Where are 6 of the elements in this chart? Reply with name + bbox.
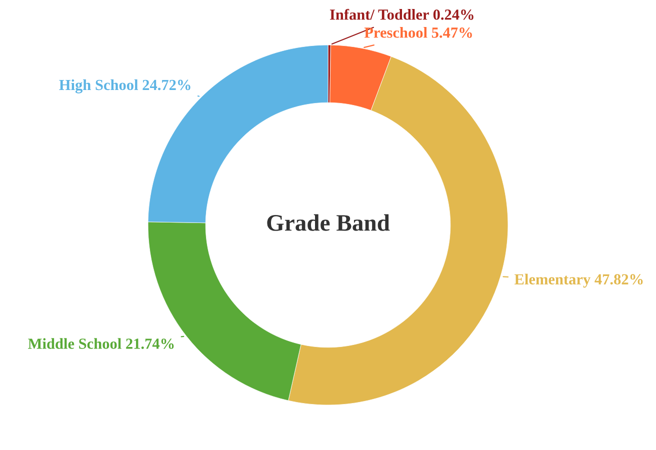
text: Grade Band	[267, 214, 390, 231]
slice-label: High School 24.72%	[59, 79, 190, 94]
slice-label: Elementary 47.82%	[514, 274, 643, 288]
slice-label: Preschool 5.47%	[364, 27, 472, 38]
slice-label: Infant/ Toddler 0.24%	[330, 8, 474, 20]
slice-label: Middle School 21.74%	[28, 338, 174, 349]
